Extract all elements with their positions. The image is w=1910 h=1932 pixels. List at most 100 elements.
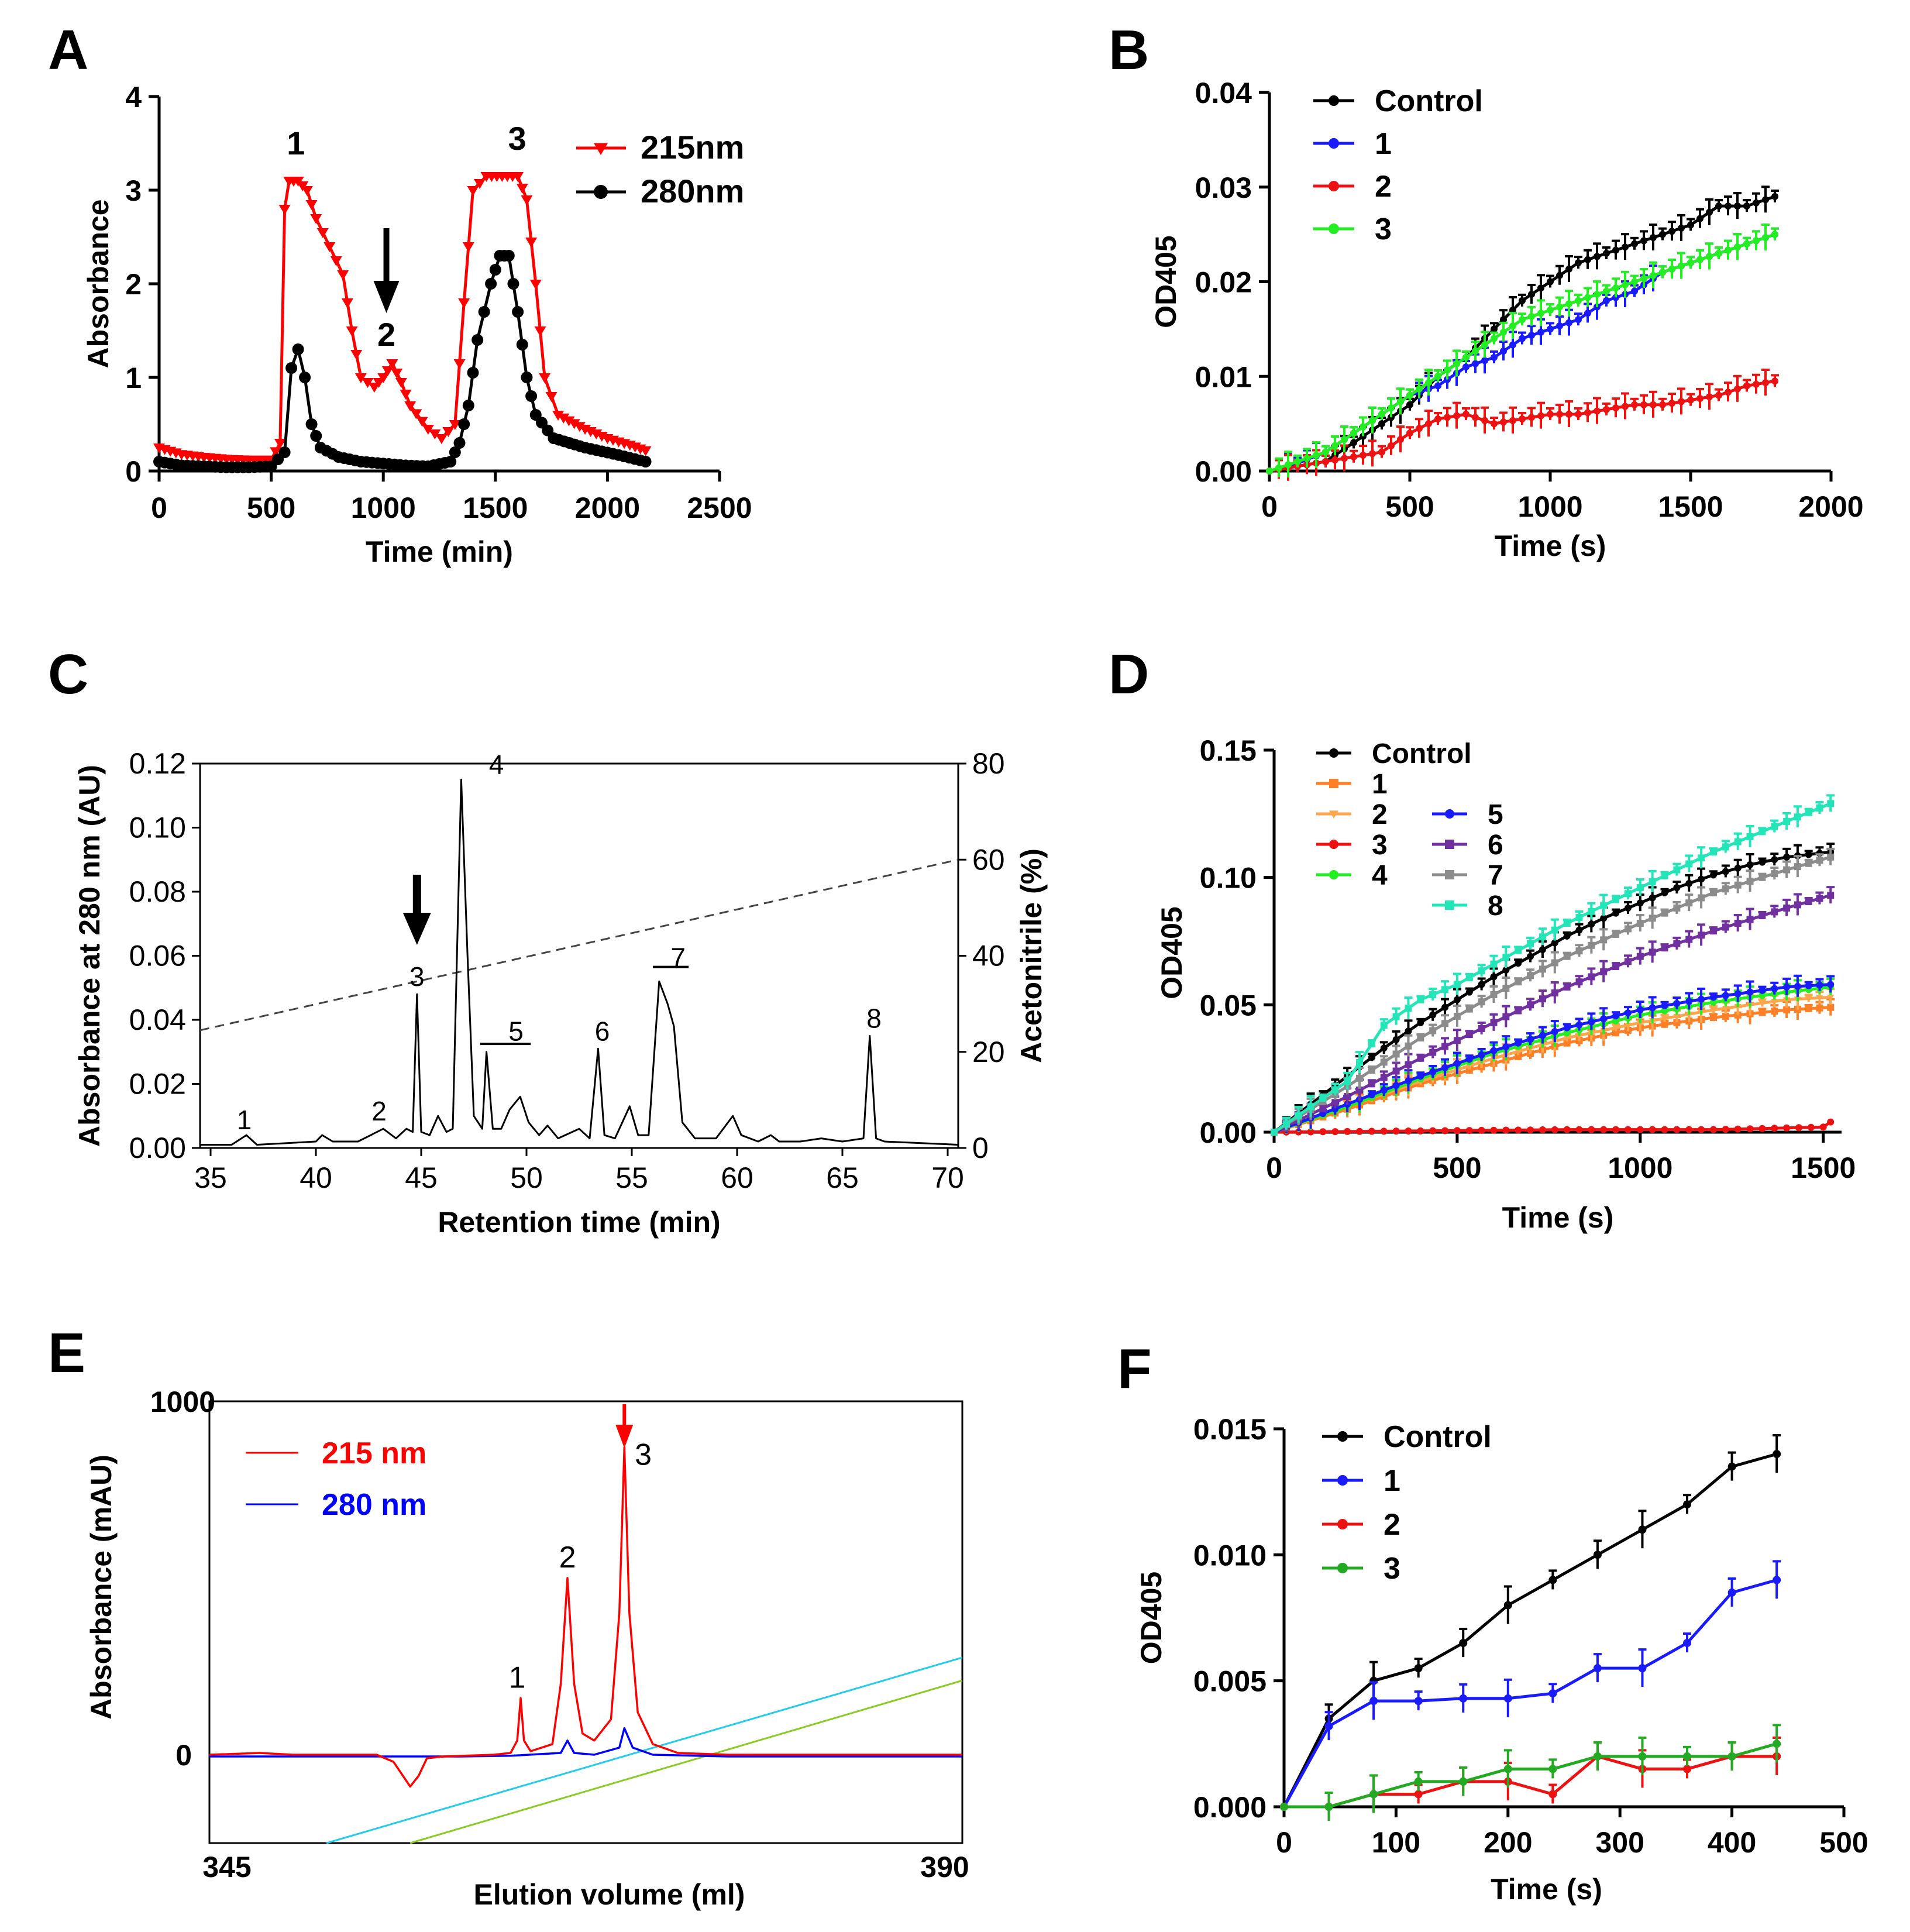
data-point	[1588, 973, 1595, 981]
data-point	[341, 298, 353, 308]
data-point	[478, 306, 490, 318]
data-point	[1491, 325, 1498, 333]
data-point	[1805, 860, 1812, 867]
data-point	[1441, 1043, 1449, 1050]
series-line	[1273, 802, 1832, 1134]
data-point	[1807, 1123, 1815, 1131]
data-point	[458, 298, 470, 308]
data-point	[1360, 432, 1367, 440]
y-tick-label: 0.15	[1200, 734, 1257, 767]
y-tick-label: 0.10	[1200, 862, 1257, 895]
data-point	[1356, 1059, 1364, 1067]
data-point	[453, 359, 466, 369]
data-point	[1673, 940, 1681, 947]
data-point	[1548, 1765, 1557, 1773]
data-point	[1369, 1790, 1378, 1799]
data-point	[1794, 813, 1801, 821]
data-point	[1551, 959, 1558, 967]
legend-label: 280 nm	[322, 1488, 426, 1522]
data-point	[516, 339, 528, 350]
data-point	[1783, 866, 1791, 874]
data-point	[1650, 271, 1657, 279]
data-point	[1481, 357, 1488, 365]
legend-label: 6	[1488, 830, 1503, 861]
data-point	[453, 437, 466, 449]
y-tick-label: 0.00	[1195, 455, 1252, 488]
data-point	[1556, 410, 1563, 418]
data-point	[1271, 1129, 1278, 1136]
data-point	[1478, 998, 1485, 1006]
panel-b: 0 500 1000 1500 2000 0.00 0.01 0.02 0.03 0.04 Time…	[1150, 77, 1864, 562]
data-point	[1502, 966, 1510, 974]
data-point	[1600, 936, 1608, 944]
panel-letter: E	[48, 1322, 85, 1384]
data-point	[1638, 1664, 1647, 1673]
data-point	[1417, 1072, 1424, 1080]
data-point	[270, 447, 282, 458]
y-tick-label: 0.08	[129, 875, 186, 908]
arrow-head	[402, 913, 431, 945]
data-point	[525, 238, 538, 247]
data-point	[292, 343, 304, 355]
data-point	[1417, 1127, 1424, 1135]
data-point	[1378, 420, 1385, 428]
peak-label: 6	[595, 1016, 610, 1046]
peak-label: 1	[237, 1105, 252, 1135]
data-point	[1392, 1082, 1400, 1089]
x-tick-label: 345	[202, 1851, 251, 1883]
legend-label: 8	[1488, 891, 1503, 922]
data-point	[1600, 1126, 1608, 1133]
y-tick-label: 0.000	[1193, 1791, 1267, 1824]
data-point	[1491, 420, 1498, 428]
data-point	[1527, 1036, 1534, 1043]
data-point	[1414, 1697, 1423, 1706]
data-point	[1758, 858, 1766, 866]
data-point	[1344, 1093, 1351, 1101]
data-point	[395, 378, 407, 388]
data-point	[1588, 920, 1595, 928]
data-point	[1465, 1056, 1473, 1063]
data-point	[1673, 1019, 1681, 1026]
data-point	[467, 186, 479, 196]
data-point	[1563, 1126, 1571, 1133]
data-point	[462, 242, 474, 252]
data-point	[1392, 1067, 1400, 1075]
data-point	[435, 434, 448, 444]
data-point	[1369, 1697, 1378, 1706]
data-point	[1565, 410, 1572, 418]
data-point	[381, 366, 394, 376]
data-point	[1319, 1128, 1327, 1136]
data-point	[1678, 398, 1685, 405]
data-point	[1771, 870, 1778, 878]
data-point	[1600, 968, 1608, 975]
data-point	[1709, 1014, 1717, 1022]
data-point	[1563, 983, 1571, 991]
data-point	[1794, 863, 1801, 871]
data-point	[1685, 936, 1693, 943]
data-point	[489, 264, 501, 276]
data-point	[1727, 1588, 1736, 1597]
peak-label: 3	[409, 961, 425, 992]
data-point	[1556, 322, 1563, 329]
y-tick-label: 0.005	[1193, 1665, 1267, 1698]
data-point	[1758, 1009, 1766, 1016]
data-point	[1329, 138, 1339, 149]
data-point	[1709, 998, 1717, 1006]
data-point	[1624, 958, 1632, 965]
data-point	[350, 350, 363, 360]
y2-tick-label: 20	[972, 1036, 1005, 1068]
data-point	[1527, 1001, 1534, 1009]
x-tick-label: 2000	[575, 491, 640, 524]
peak-label: 3	[635, 1438, 652, 1472]
data-point	[1295, 1128, 1302, 1136]
data-point	[1417, 996, 1424, 1003]
data-point	[1612, 1126, 1620, 1133]
data-point	[1266, 467, 1273, 475]
data-point	[594, 185, 608, 199]
data-point	[1673, 1126, 1681, 1133]
data-point	[1429, 991, 1437, 998]
data-point	[1563, 1029, 1571, 1037]
y-axis-label: Absorbance at 280 nm (AU)	[73, 765, 106, 1147]
panel-letter: F	[1117, 1338, 1152, 1400]
data-point	[1329, 224, 1339, 234]
